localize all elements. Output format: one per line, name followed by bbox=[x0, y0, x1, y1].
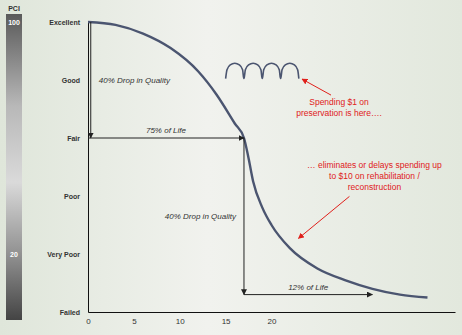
x-tick: 20 bbox=[268, 312, 277, 326]
arrow-label: 12% of Life bbox=[288, 283, 329, 292]
callout-arrow bbox=[298, 196, 349, 238]
callout-text: preservation is here…. bbox=[296, 108, 382, 118]
dimension-arrow bbox=[90, 22, 91, 138]
background bbox=[0, 0, 462, 335]
arrow-label: 40% Drop in Quality bbox=[99, 76, 171, 85]
y-tick-label: Poor bbox=[64, 193, 80, 200]
callout-arrow bbox=[302, 79, 331, 95]
arrow-label: 75% of Life bbox=[146, 126, 187, 135]
y-tick: Good bbox=[62, 77, 88, 84]
y-axis: Excellent Good Fair Poor Very Poor Failed bbox=[47, 19, 88, 316]
x-tick: 5 bbox=[132, 312, 137, 326]
x-tick-label: 15 bbox=[222, 317, 231, 326]
chart: PCI10020ExcellentGoodFairPoorVery PoorFa… bbox=[0, 0, 462, 335]
y-tick: Very Poor bbox=[47, 251, 88, 259]
callout-text: to $10 on rehabilitation / bbox=[329, 171, 420, 181]
pci-title: PCI bbox=[8, 5, 20, 12]
y-tick-label: Fair bbox=[67, 135, 80, 142]
y-tick: Fair bbox=[67, 135, 88, 142]
y-tick-label: Very Poor bbox=[47, 251, 80, 259]
dimension-arrow bbox=[88, 138, 244, 139]
pci-tick-label: 100 bbox=[8, 19, 20, 26]
y-tick-label: Excellent bbox=[49, 19, 80, 26]
x-axis: 0 5 10 15 20 bbox=[86, 312, 455, 326]
pci-tick-label: 20 bbox=[10, 251, 18, 258]
x-tick: 15 bbox=[222, 312, 231, 326]
callout-text: … eliminates or delays spending up bbox=[307, 160, 442, 170]
x-tick-label: 10 bbox=[176, 317, 185, 326]
callout-text: reconstruction bbox=[348, 182, 402, 192]
x-tick-label: 20 bbox=[268, 317, 277, 326]
x-tick-label: 5 bbox=[132, 317, 137, 326]
arrow-label: 40% Drop in Quality bbox=[165, 212, 237, 221]
y-tick: Excellent bbox=[49, 19, 88, 26]
callout: … eliminates or delays spending upto $10… bbox=[298, 160, 442, 238]
dimension-arrow bbox=[244, 294, 372, 295]
callout-text: Spending $1 on bbox=[309, 97, 369, 107]
y-tick-label: Good bbox=[62, 77, 80, 84]
x-axis-line bbox=[89, 312, 456, 313]
y-tick-label: Failed bbox=[60, 309, 80, 316]
x-tick-label: 0 bbox=[86, 317, 91, 326]
x-tick: 10 bbox=[176, 312, 185, 326]
preservation-curve bbox=[226, 63, 299, 78]
y-axis-line bbox=[88, 23, 89, 313]
dimension-arrow bbox=[243, 138, 244, 295]
y-tick: Poor bbox=[64, 193, 88, 200]
x-tick: 0 bbox=[86, 312, 91, 326]
pci-bar bbox=[6, 14, 22, 320]
y-tick: Failed bbox=[60, 309, 88, 316]
annotations: 40% Drop in Quality 75% of Life 40% Drop i… bbox=[88, 22, 442, 295]
callout: Spending $1 onpreservation is here…. bbox=[296, 79, 382, 118]
